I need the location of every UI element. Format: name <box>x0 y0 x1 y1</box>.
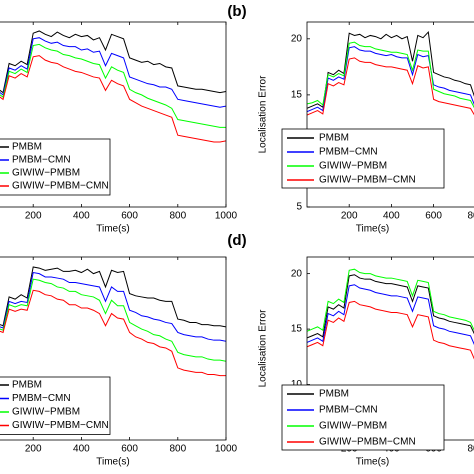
legend-box <box>281 128 445 189</box>
series-line <box>0 30 226 94</box>
x-tick-label: 800 <box>467 211 474 222</box>
x-tick-label: 1000 <box>215 444 238 455</box>
legend-label: PMBM <box>12 142 42 153</box>
x-tick-label: 400 <box>73 444 90 455</box>
y-axis-label: Localisation Error <box>258 309 269 387</box>
series-line <box>307 41 474 109</box>
series-line <box>307 46 474 113</box>
axes-box <box>0 21 227 208</box>
series-line <box>307 300 474 360</box>
x-axis-label: Time(s) <box>356 224 390 235</box>
legend-label: GIWIW−PMBM−CMN <box>12 181 109 192</box>
y-tick-label: 15 <box>291 324 303 335</box>
y-tick-label: 20 <box>291 268 303 279</box>
y-tick-label: 15 <box>291 90 303 101</box>
legend-label: PMBM <box>319 389 349 400</box>
x-tick-label: 400 <box>73 211 90 222</box>
legend-label: GIWIW−PMBM−CMN <box>12 420 109 431</box>
legend-label: PMBM−CMN <box>12 393 71 404</box>
series-line <box>307 30 474 109</box>
legend-label: PMBM <box>12 380 42 391</box>
legend-label: GIWIW−PMBM <box>12 168 80 179</box>
plot-lines <box>0 266 226 377</box>
axes-box <box>0 256 227 441</box>
x-tick-label: 200 <box>341 211 358 222</box>
legend-box <box>0 376 111 435</box>
series-line <box>0 43 226 128</box>
series-line <box>307 57 474 116</box>
x-tick-label: 800 <box>467 444 474 455</box>
legend-label: GIWIW−PMBM−CMN <box>319 437 416 448</box>
x-tick-label: 200 <box>25 444 42 455</box>
series-line <box>0 271 226 342</box>
plot-lines <box>307 30 474 116</box>
panel-title: (d) <box>227 232 246 249</box>
legend-label: GIWIW−PMBM−CMN <box>319 175 416 186</box>
panel-title: (b) <box>227 3 246 20</box>
axes-box <box>306 21 474 208</box>
y-axis-label: Localisation Error <box>258 75 269 153</box>
series-line <box>0 289 226 377</box>
series-line <box>0 278 226 362</box>
x-tick-label: 600 <box>121 444 138 455</box>
x-axis-label: Time(s) <box>356 457 390 468</box>
series-line <box>0 266 226 328</box>
legend-label: GIWIW−PMBM <box>319 421 387 432</box>
y-tick-label: 5 <box>296 202 302 213</box>
legend-label: PMBM <box>319 133 349 144</box>
series-line <box>307 284 474 346</box>
x-tick-label: 800 <box>169 211 186 222</box>
x-tick-label: 400 <box>383 211 400 222</box>
x-tick-label: 1000 <box>215 211 238 222</box>
x-tick-label: 600 <box>121 211 138 222</box>
x-tick-label: 800 <box>169 444 186 455</box>
x-tick-label: 600 <box>425 211 442 222</box>
legend-label: GIWIW−PMBM <box>319 161 387 172</box>
legend-box <box>0 138 111 196</box>
legend-label: GIWIW−PMBM <box>12 407 80 418</box>
x-axis-label: Time(s) <box>96 224 130 235</box>
legend-label: PMBM−CMN <box>319 147 378 158</box>
plot-lines <box>307 268 474 360</box>
y-tick-label: 20 <box>291 33 303 44</box>
series-line <box>307 268 474 332</box>
series-line <box>0 55 226 143</box>
series-line <box>0 37 226 108</box>
x-tick-label: 200 <box>25 211 42 222</box>
x-axis-label: Time(s) <box>96 457 130 468</box>
plot-lines <box>0 30 226 143</box>
legend-label: PMBM−CMN <box>319 405 378 416</box>
series-line <box>307 274 474 339</box>
legend-label: PMBM−CMN <box>12 155 71 166</box>
legend-box <box>281 384 445 451</box>
